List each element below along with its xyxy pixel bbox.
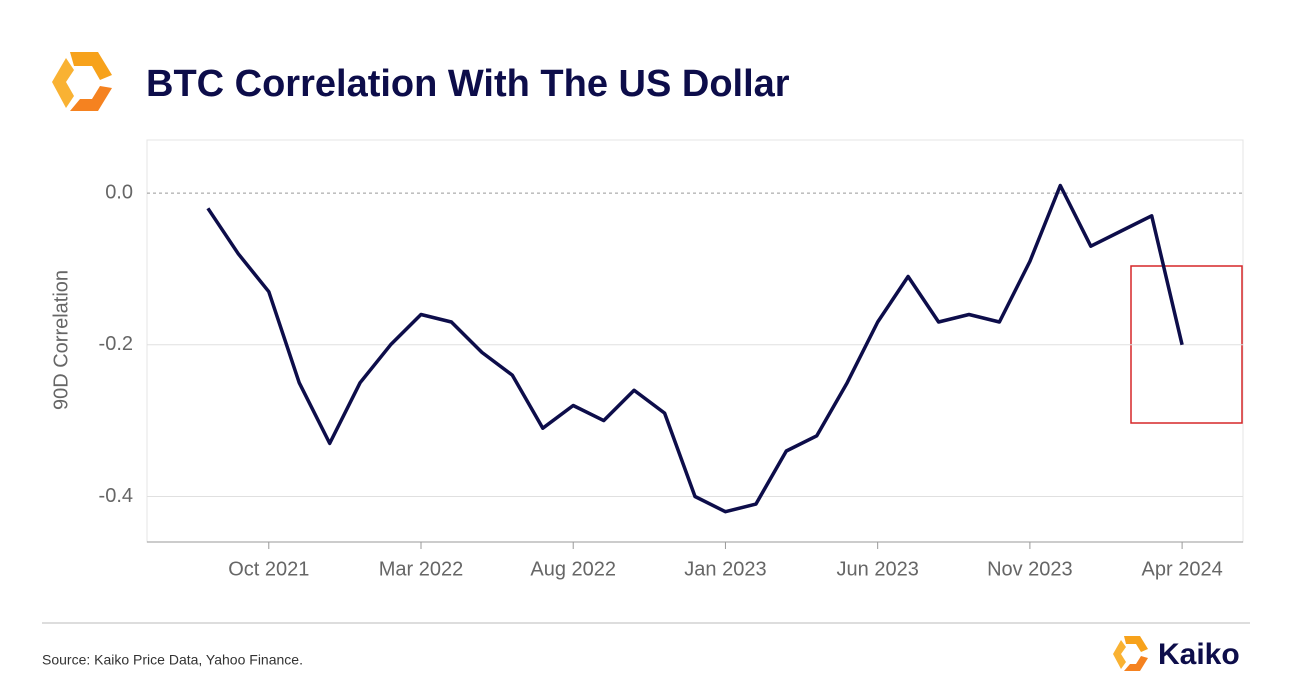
chart-title: BTC Correlation With The US Dollar bbox=[146, 63, 790, 105]
y-tick-label: -0.2 bbox=[99, 333, 133, 355]
x-tick-label: Jun 2023 bbox=[837, 558, 919, 580]
x-tick-label: Apr 2024 bbox=[1142, 558, 1223, 580]
line-series bbox=[206, 183, 1184, 514]
x-tick-label: Mar 2022 bbox=[379, 558, 464, 580]
y-tick-label: 0.0 bbox=[105, 181, 133, 203]
brand-logo bbox=[1113, 636, 1148, 671]
source-note: Source: Kaiko Price Data, Yahoo Finance. bbox=[42, 652, 303, 668]
logo bbox=[52, 52, 112, 111]
x-tick-label: Jan 2023 bbox=[684, 558, 766, 580]
y-axis-label: 90D Correlation bbox=[50, 270, 72, 410]
brand-name: Kaiko bbox=[1158, 638, 1240, 671]
x-tick-label: Oct 2021 bbox=[228, 558, 309, 580]
x-tick-label: Nov 2023 bbox=[987, 558, 1073, 580]
x-tick-label: Aug 2022 bbox=[530, 558, 616, 580]
plot-frame bbox=[146, 139, 1244, 543]
y-tick-label: -0.4 bbox=[99, 485, 133, 507]
